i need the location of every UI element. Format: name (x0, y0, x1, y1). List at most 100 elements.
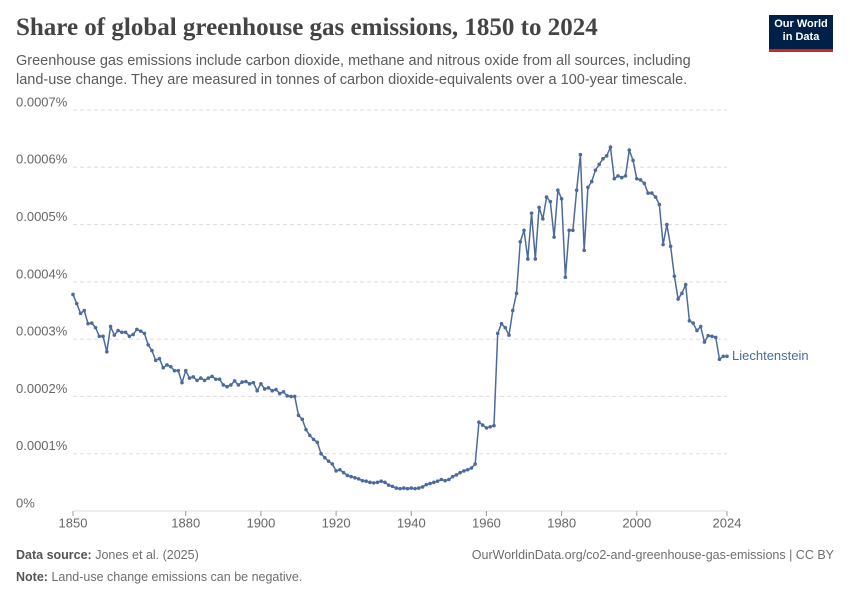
point (198, 376, 203, 380)
point (480, 423, 485, 427)
point (232, 379, 237, 383)
point (127, 334, 132, 339)
point (420, 485, 425, 489)
point (409, 486, 414, 490)
point (274, 387, 278, 392)
point (259, 382, 263, 386)
y-tick-label: 0.0002% (16, 381, 68, 396)
point (202, 378, 207, 383)
point (623, 174, 628, 178)
point (642, 181, 647, 186)
point (349, 474, 353, 479)
point (360, 478, 365, 483)
point (116, 328, 120, 333)
url[interactable]: OurWorldinData.org/co2-and-greenhouse-ga… (471, 548, 834, 562)
x-tick-label: 2000 (622, 515, 651, 530)
point (574, 188, 579, 192)
series-label: Liechtenstein (732, 348, 809, 363)
point (285, 394, 290, 398)
point (217, 377, 222, 382)
point (713, 335, 718, 340)
x-tick-label: 1980 (547, 515, 576, 530)
point (601, 156, 605, 161)
point (364, 479, 368, 484)
note-label: Note: (16, 570, 48, 584)
line (72, 144, 727, 490)
point (416, 486, 421, 490)
point (454, 473, 459, 477)
point (229, 383, 233, 387)
x-tick-label: 2024 (713, 515, 742, 530)
point (176, 368, 181, 373)
point (221, 383, 226, 387)
point (657, 202, 662, 207)
point (691, 321, 695, 325)
point (247, 382, 252, 386)
point (717, 357, 722, 361)
chart-title: Share of global greenhouse gas emissions… (16, 14, 598, 41)
point (105, 349, 109, 354)
point (187, 376, 192, 380)
point (665, 222, 669, 227)
point (424, 482, 429, 487)
point (266, 386, 271, 390)
point (559, 196, 564, 201)
point (146, 343, 150, 347)
point (604, 154, 609, 158)
point (650, 191, 654, 195)
point (255, 388, 259, 393)
y-tick-label: 0.0006% (16, 152, 68, 167)
point (131, 332, 135, 337)
point (368, 480, 372, 485)
point (721, 354, 726, 359)
source-label: Data source: (16, 548, 92, 562)
point (206, 376, 211, 380)
point (462, 469, 466, 473)
point (353, 475, 357, 480)
point (631, 158, 635, 163)
point (165, 363, 169, 367)
point (619, 175, 624, 180)
point (413, 486, 417, 491)
point (307, 433, 312, 438)
point (138, 329, 143, 333)
point (447, 477, 451, 482)
point (93, 325, 98, 330)
point (383, 480, 387, 485)
point (311, 437, 316, 442)
chart: 0% 0.0001% 0.0002% 0.0003% 0.0004% 0.0005% 0.0… (16, 94, 809, 530)
point (78, 311, 83, 316)
y-tick-label: 0.0007% (16, 94, 68, 109)
point (292, 394, 297, 399)
point (710, 334, 714, 339)
point (330, 462, 335, 466)
point (552, 235, 556, 239)
point (108, 324, 113, 329)
point (450, 474, 455, 479)
point (338, 467, 342, 472)
logo[interactable]: Our World in Data (769, 15, 833, 52)
point (323, 455, 327, 460)
point (653, 195, 658, 199)
point (687, 319, 692, 323)
point (195, 378, 199, 383)
x-tick-label: 1850 (59, 515, 88, 530)
point (597, 162, 602, 167)
y-tick-label: 0.0004% (16, 266, 68, 281)
point (157, 356, 162, 361)
point (477, 420, 481, 425)
point (390, 484, 395, 489)
point (503, 325, 508, 330)
point (183, 368, 188, 373)
point (661, 242, 665, 247)
point (612, 176, 617, 181)
point (680, 291, 684, 296)
point (120, 330, 124, 335)
point (289, 394, 293, 399)
point (150, 348, 154, 353)
point (627, 148, 632, 152)
point (702, 340, 707, 344)
point (634, 176, 639, 181)
point (244, 379, 248, 384)
point (168, 364, 173, 369)
